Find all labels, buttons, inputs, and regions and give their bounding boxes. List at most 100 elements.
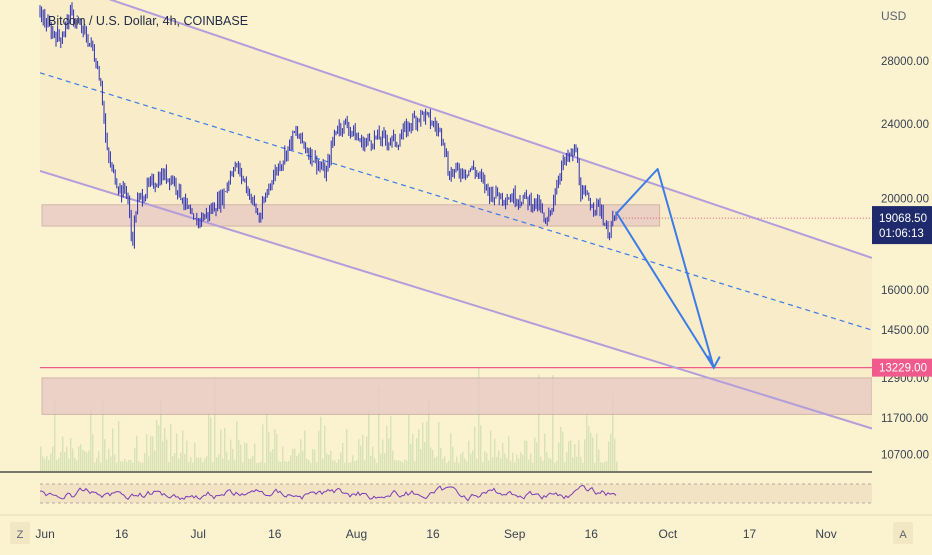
volume-bar: [156, 419, 158, 471]
volume-bar: [120, 461, 122, 471]
volume-bar: [240, 444, 242, 471]
price-tick-label: 28000.00: [881, 56, 929, 68]
volume-bar: [88, 450, 90, 471]
volume-bar: [354, 461, 356, 471]
volume-bar: [166, 439, 168, 471]
volume-bar: [448, 460, 450, 471]
volume-bar: [296, 455, 298, 471]
zoom-button-label: Z: [17, 529, 24, 541]
volume-bar: [338, 459, 340, 471]
zoom-button[interactable]: [10, 522, 30, 544]
volume-bar: [614, 438, 616, 471]
volume-bar: [90, 409, 92, 471]
volume-bar: [570, 440, 572, 471]
volume-bar: [606, 461, 608, 471]
volume-bar: [320, 416, 322, 471]
volume-bar: [256, 462, 258, 471]
volume-bar: [164, 427, 166, 471]
price-tick-label: 16000.00: [881, 285, 929, 297]
volume-bar: [436, 456, 438, 471]
volume-bar: [596, 433, 598, 471]
volume-bar: [518, 458, 520, 471]
volume-bar: [242, 462, 244, 471]
price-tick-label: 11700.00: [881, 413, 928, 425]
volume-bar: [578, 440, 580, 471]
channel-midline: [39, 72, 873, 331]
rsi-line: [39, 484, 617, 502]
volume-bar: [344, 462, 346, 471]
volume-bar: [462, 451, 464, 471]
volume-bar: [306, 458, 308, 471]
volume-bar: [506, 457, 508, 471]
volume-bar: [616, 461, 618, 471]
volume-bar: [548, 457, 550, 471]
volume-bar: [162, 441, 164, 471]
volume-bar: [500, 458, 502, 471]
volume-bar: [594, 462, 596, 471]
volume-bar: [438, 422, 440, 471]
volume-bar: [264, 462, 266, 471]
volume-bar: [104, 439, 106, 471]
volume-bar: [540, 456, 542, 471]
volume-bar: [340, 452, 342, 471]
volume-bar: [154, 450, 156, 471]
volume-bar: [236, 421, 238, 471]
volume-bar: [494, 438, 496, 471]
volume-bar: [366, 436, 368, 471]
volume-bar: [44, 458, 46, 471]
volume-bar: [400, 460, 402, 471]
target-price-value: 13229.00: [879, 363, 927, 375]
volume-bar: [356, 460, 358, 471]
volume-bar: [266, 412, 268, 471]
time-tick-label: 16: [115, 527, 129, 541]
volume-bar: [394, 459, 396, 471]
volume-bar: [442, 458, 444, 471]
volume-bar: [452, 446, 454, 471]
target-price-badge: [872, 358, 932, 377]
volume-bar: [602, 462, 604, 471]
price-tick-label: 20000.00: [881, 194, 929, 206]
volume-bar: [418, 429, 420, 471]
volume-bar: [136, 435, 138, 471]
volume-bar: [58, 458, 60, 471]
volume-bar: [358, 439, 360, 471]
time-tick-label: 16: [268, 527, 282, 541]
volume-bar: [288, 460, 290, 471]
volume-bar: [348, 462, 350, 471]
volume-bar: [568, 441, 570, 471]
volume-bar: [302, 450, 304, 471]
volume-bar: [216, 457, 218, 471]
price-tick-label: 10700.00: [881, 449, 929, 461]
price-tick-label: 14500.00: [881, 325, 929, 337]
volume-bar: [270, 451, 272, 471]
volume-bar: [408, 414, 410, 471]
volume-bar: [508, 436, 510, 471]
volume-bar: [78, 446, 80, 471]
volume-bar: [398, 460, 400, 471]
volume-bar: [370, 455, 372, 471]
volume-bar: [146, 434, 148, 471]
volume-bar: [138, 461, 140, 471]
volume-bar: [286, 461, 288, 471]
volume-bar: [304, 430, 306, 471]
volume-bar: [554, 462, 556, 471]
volume-bar: [210, 417, 212, 471]
volume-bar: [112, 428, 114, 471]
volume-bar: [382, 439, 384, 471]
volume-bar: [464, 458, 466, 471]
volume-bar: [82, 449, 84, 471]
time-tick-label: 17: [743, 527, 757, 541]
volume-bar: [298, 453, 300, 471]
auto-scale-button[interactable]: [893, 522, 913, 544]
volume-bar: [592, 437, 594, 471]
volume-bar: [290, 455, 292, 471]
volume-bar: [558, 442, 560, 471]
volume-bar: [576, 456, 578, 471]
volume-bar: [492, 457, 494, 471]
volume-bar: [194, 442, 196, 471]
volume-bar: [534, 437, 536, 471]
volume-bar: [454, 462, 456, 471]
volume-bar: [142, 462, 144, 471]
volume-bar: [218, 454, 220, 471]
